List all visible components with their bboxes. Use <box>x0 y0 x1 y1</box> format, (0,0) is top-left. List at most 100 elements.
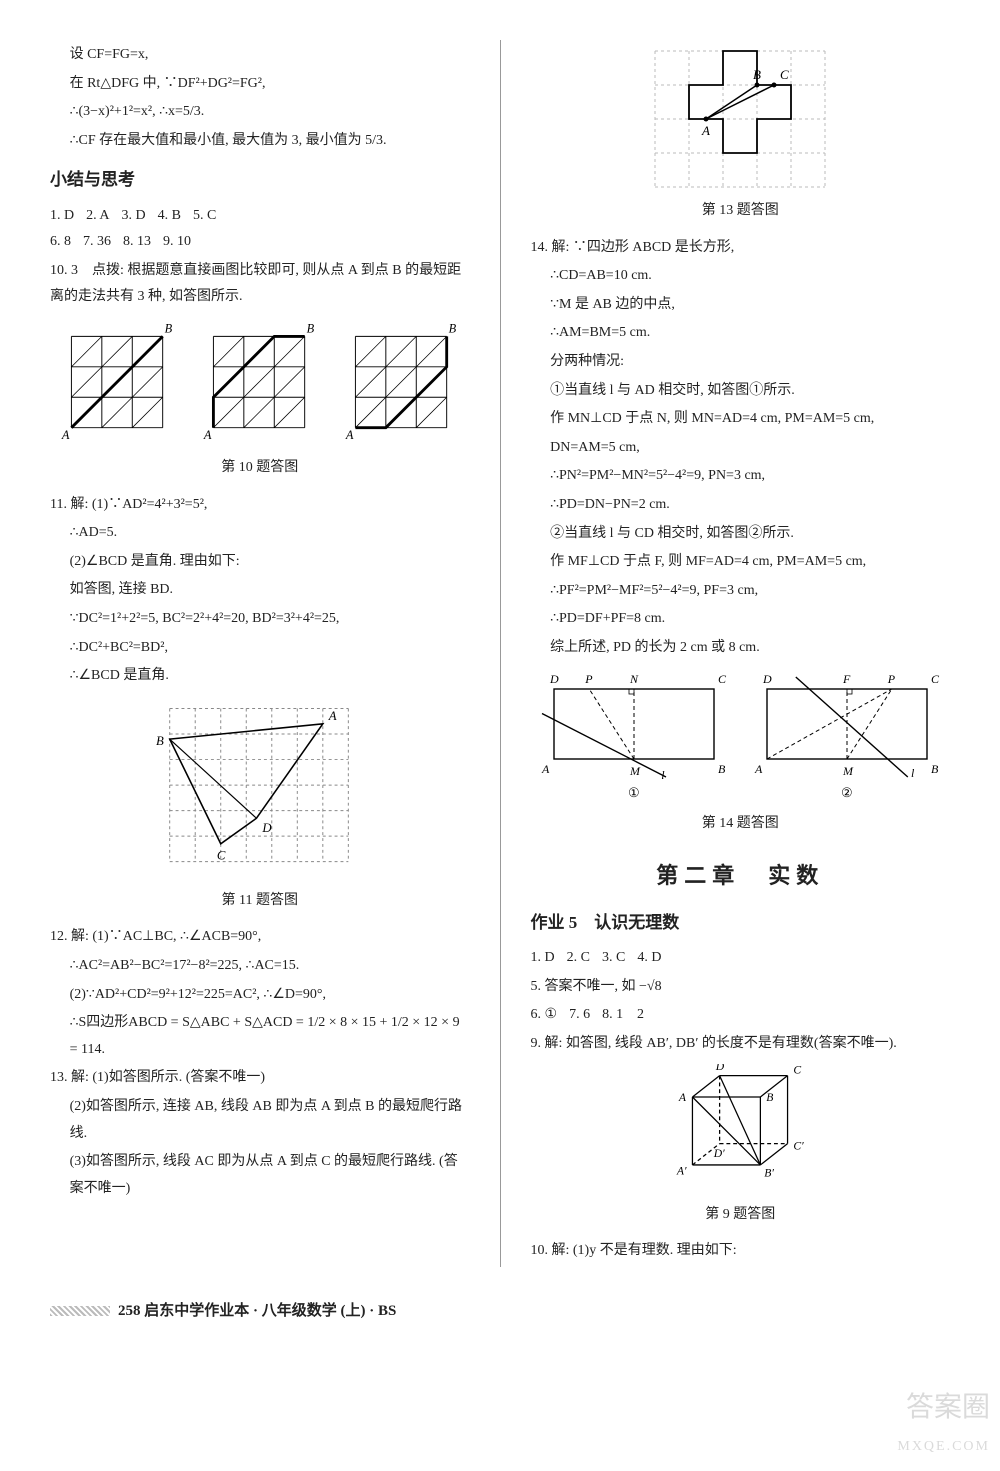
text: ∴CD=AB=10 cm. <box>531 263 951 290</box>
svg-text:C: C <box>931 674 940 686</box>
svg-text:B: B <box>156 734 164 748</box>
figure-caption: 第 14 题答图 <box>531 811 951 838</box>
answer: 5. C <box>193 203 216 230</box>
text: 如答图, 连接 BD. <box>50 577 470 604</box>
text: 14. 解: ∵四边形 ABCD 是长方形, <box>531 235 951 262</box>
answer: 6. 8 <box>50 229 71 256</box>
text: ∴PD=DF+PF=8 cm. <box>531 606 951 633</box>
svg-text:C: C <box>217 848 226 862</box>
text: 10. 解: (1)y 不是有理数. 理由如下: <box>531 1238 951 1265</box>
text: (2)∵AD²+CD²=9²+12²=225=AC², ∴∠D=90°, <box>50 982 470 1009</box>
answer: 7. 6 <box>569 1002 590 1029</box>
watermark: 答案圈 MXQE.COM <box>897 1381 990 1461</box>
text: ∴∠BCD 是直角. <box>50 663 470 690</box>
figure-caption: 第 13 题答图 <box>531 198 951 225</box>
svg-text:A′: A′ <box>676 1164 687 1177</box>
text: (2)如答图所示, 连接 AB, 线段 AB 即为点 A 到点 B 的最短爬行路… <box>50 1094 470 1147</box>
answers-row: 1. D 2. C 3. C 4. D <box>531 945 951 972</box>
answers-row-1: 1. D 2. A 3. D 4. B 5. C <box>50 203 470 230</box>
svg-text:A: A <box>754 762 763 776</box>
svg-text:C′: C′ <box>794 1139 805 1152</box>
text: ∴CF 存在最大值和最小值, 最大值为 3, 最小值为 5/3. <box>50 128 470 155</box>
text: 10. 3 点拨: 根据题意直接画图比较即可, 则从点 A 到点 B 的最短距离… <box>50 258 470 311</box>
text: (2)∠BCD 是直角. 理由如下: <box>50 549 470 576</box>
text: ∵DC²=1²+2²=5, BC²=2²+4²=20, BD²=3²+4²=25… <box>50 606 470 633</box>
column-divider <box>500 40 501 1267</box>
text: (3)如答图所示, 线段 AC 即为从点 A 到点 C 的最短爬行路线. (答案… <box>50 1149 470 1202</box>
watermark-main: 答案圈 <box>906 1392 990 1423</box>
answer: 3. C <box>602 945 625 972</box>
text: ②当直线 l 与 CD 相交时, 如答图②所示. <box>531 521 951 548</box>
svg-text:l: l <box>911 766 915 780</box>
svg-text:B′: B′ <box>765 1166 775 1179</box>
answers-row-2: 6. 8 7. 36 8. 13 9. 10 <box>50 229 470 256</box>
svg-text:N: N <box>629 674 639 686</box>
svg-text:A: A <box>327 709 336 723</box>
svg-text:C: C <box>780 67 789 82</box>
figure-caption: 第 9 题答图 <box>531 1202 951 1229</box>
answer: 7. 36 <box>83 229 111 256</box>
svg-text:l: l <box>661 768 665 782</box>
svg-text:B: B <box>306 323 314 336</box>
text: 12. 解: (1)∵AC⊥BC, ∴∠ACB=90°, <box>50 924 470 951</box>
text: 在 Rt△DFG 中, ∵DF²+DG²=FG², <box>50 71 470 98</box>
answer: 1. D <box>50 203 74 230</box>
text: ∵M 是 AB 边的中点, <box>531 292 951 319</box>
answer: 6. ① <box>531 1002 558 1029</box>
svg-text:D: D <box>715 1064 725 1073</box>
text: ∴PD=DN−PN=2 cm. <box>531 492 951 519</box>
text: 5. 答案不唯一, 如 −√8 <box>531 974 951 1001</box>
svg-text:①: ① <box>628 785 640 799</box>
svg-text:②: ② <box>841 785 853 799</box>
answer: 8. 13 <box>123 229 151 256</box>
svg-text:C: C <box>794 1064 802 1077</box>
text: 11. 解: (1)∵AD²=4²+3²=5², <box>50 492 470 519</box>
svg-text:D: D <box>261 821 272 835</box>
svg-text:M: M <box>629 764 641 778</box>
text: 作 MF⊥CD 于点 F, 则 MF=AD=4 cm, PM=AM=5 cm, <box>531 549 951 576</box>
text: ∴AD=5. <box>50 520 470 547</box>
svg-text:B: B <box>931 762 939 776</box>
figure-13: A B C <box>531 46 951 192</box>
footer-decoration <box>50 1306 110 1316</box>
figure-10: ABABAB <box>50 317 470 449</box>
svg-text:A: A <box>203 428 212 442</box>
svg-text:B: B <box>164 323 172 336</box>
svg-text:P: P <box>886 674 895 686</box>
section-title: 小结与思考 <box>50 164 470 196</box>
text: 综上所述, PD 的长为 2 cm 或 8 cm. <box>531 635 951 662</box>
svg-text:D: D <box>762 674 772 686</box>
text: 设 CF=FG=x, <box>50 42 470 69</box>
page-footer: 258 启东中学作业本 · 八年级数学 (上) · BS <box>50 1297 950 1326</box>
svg-text:B: B <box>753 67 761 82</box>
figure-caption: 第 10 题答图 <box>50 455 470 482</box>
text: ∴PN²=PM²−MN²=5²−4²=9, PN=3 cm, <box>531 463 951 490</box>
answer: 4. B <box>158 203 181 230</box>
answer: 1. D <box>531 945 555 972</box>
answer: 2. A <box>86 203 109 230</box>
text: 作 MN⊥CD 于点 N, 则 MN=AD=4 cm, PM=AM=5 cm, <box>531 406 951 433</box>
watermark-sub: MXQE.COM <box>897 1434 990 1461</box>
figure-caption: 第 11 题答图 <box>50 888 470 915</box>
page: 设 CF=FG=x, 在 Rt△DFG 中, ∵DF²+DG²=FG², ∴(3… <box>50 40 950 1267</box>
answers-row: 6. ① 7. 6 8. 1 2 <box>531 1002 951 1029</box>
svg-text:A: A <box>701 123 710 138</box>
svg-text:M: M <box>842 764 854 778</box>
svg-text:A: A <box>344 428 353 442</box>
text: ∴DC²+BC²=BD², <box>50 635 470 662</box>
text: ∴(3−x)²+1²=x², ∴x=5/3. <box>50 99 470 126</box>
footer-text: 258 启东中学作业本 · 八年级数学 (上) · BS <box>118 1297 396 1326</box>
left-column: 设 CF=FG=x, 在 Rt△DFG 中, ∵DF²+DG²=FG², ∴(3… <box>50 40 470 1267</box>
svg-text:A: A <box>678 1090 687 1103</box>
svg-text:B: B <box>766 1090 773 1103</box>
svg-text:D: D <box>549 674 559 686</box>
chapter-title: 第二章 实数 <box>531 855 951 897</box>
answer: 8. 1 2 <box>602 1002 644 1029</box>
svg-text:B: B <box>718 762 726 776</box>
svg-text:F: F <box>842 674 851 686</box>
text: ∴AM=BM=5 cm. <box>531 320 951 347</box>
answer: 4. D <box>637 945 661 972</box>
figure-11: A B C D <box>50 696 470 882</box>
svg-text:A: A <box>541 762 550 776</box>
svg-text:C: C <box>718 674 727 686</box>
